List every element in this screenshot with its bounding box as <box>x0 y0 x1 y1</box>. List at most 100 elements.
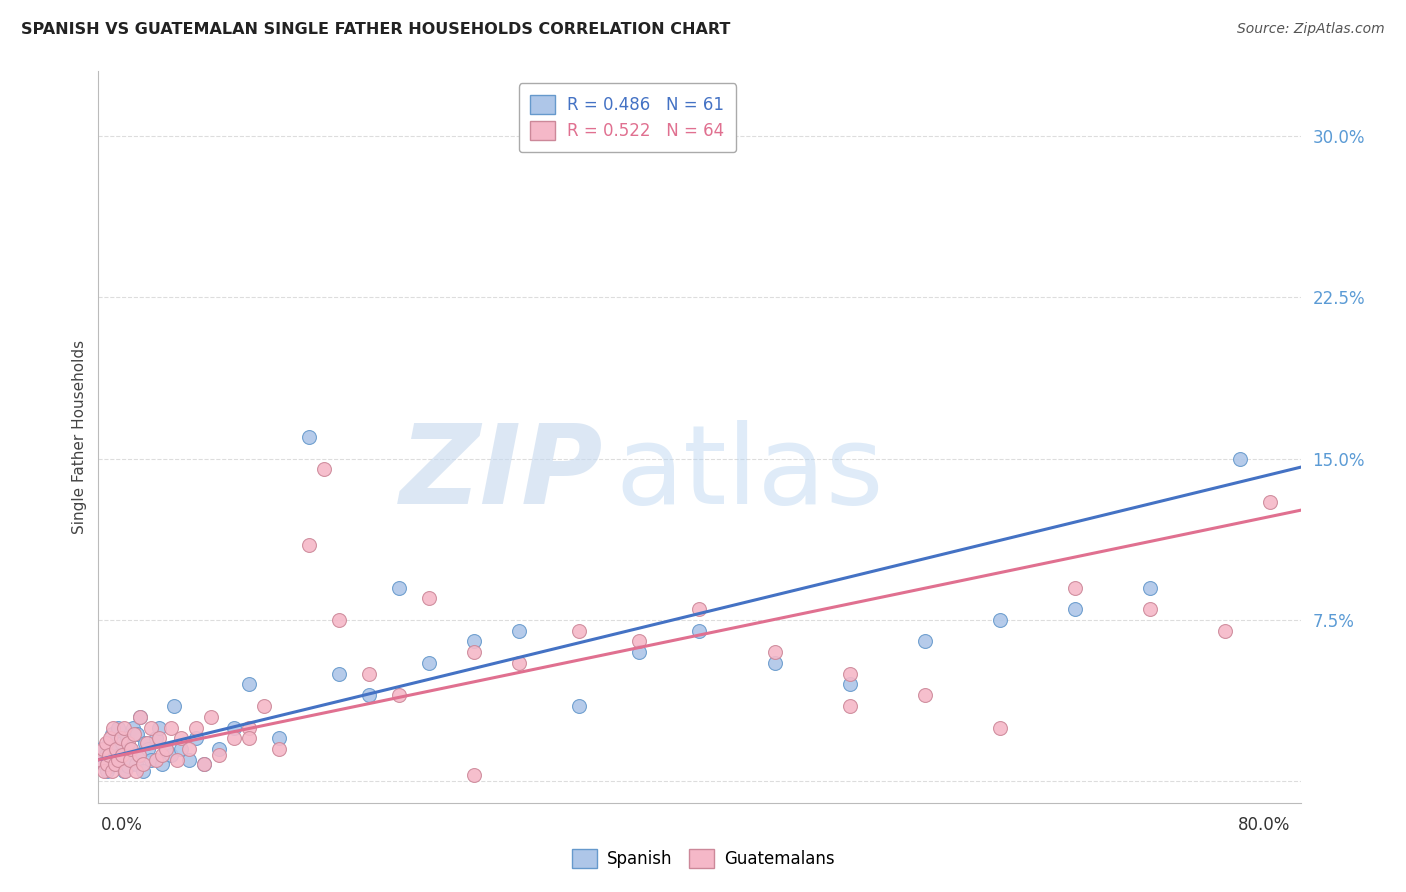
Point <box>103 753 125 767</box>
Point <box>121 742 143 756</box>
Point <box>267 742 290 756</box>
Point <box>1229 451 1251 466</box>
Point <box>170 742 193 756</box>
Point <box>568 624 591 638</box>
Point <box>139 753 162 767</box>
Point <box>100 759 122 773</box>
Point <box>1139 602 1161 616</box>
Point <box>105 742 128 756</box>
Text: Source: ZipAtlas.com: Source: ZipAtlas.com <box>1237 22 1385 37</box>
Point <box>508 656 530 670</box>
Point <box>93 764 115 778</box>
Point <box>125 764 148 778</box>
Point <box>914 688 936 702</box>
Legend: Spanish, Guatemalans: Spanish, Guatemalans <box>565 842 841 875</box>
Point <box>177 753 200 767</box>
Point <box>508 624 530 638</box>
Point <box>763 645 786 659</box>
Point <box>117 735 139 749</box>
Point <box>463 645 485 659</box>
Point <box>110 757 132 772</box>
Point <box>122 721 145 735</box>
Point <box>104 757 127 772</box>
Point <box>110 731 132 746</box>
Point <box>688 602 710 616</box>
Point <box>105 757 128 772</box>
Point <box>328 666 350 681</box>
Point <box>155 742 177 756</box>
Point <box>628 634 651 648</box>
Point <box>101 764 124 778</box>
Point <box>238 731 260 746</box>
Point <box>238 721 260 735</box>
Point <box>97 748 120 763</box>
Point <box>97 735 120 749</box>
Point <box>136 742 159 756</box>
Point <box>177 742 200 756</box>
Point <box>145 753 167 767</box>
Point <box>135 735 157 749</box>
Point <box>148 721 170 735</box>
Point <box>129 710 152 724</box>
Point <box>208 748 231 763</box>
Point <box>222 721 245 735</box>
Point <box>184 721 207 735</box>
Text: 0.0%: 0.0% <box>101 816 143 834</box>
Point <box>155 742 177 756</box>
Point <box>118 742 141 756</box>
Text: atlas: atlas <box>616 420 884 527</box>
Point <box>267 731 290 746</box>
Point <box>193 757 215 772</box>
Point <box>166 753 188 767</box>
Point <box>162 698 184 713</box>
Point <box>628 645 651 659</box>
Point <box>145 731 167 746</box>
Point <box>121 753 143 767</box>
Point <box>838 666 860 681</box>
Point <box>112 721 135 735</box>
Point <box>96 757 118 772</box>
Point <box>463 634 485 648</box>
Point <box>1260 494 1282 508</box>
Point <box>298 538 321 552</box>
Point <box>117 759 139 773</box>
Point <box>159 748 181 763</box>
Y-axis label: Single Father Households: Single Father Households <box>72 340 87 534</box>
Point <box>108 748 131 763</box>
Point <box>159 721 181 735</box>
Point <box>139 721 162 735</box>
Point <box>1064 602 1087 616</box>
Point <box>200 710 222 724</box>
Point <box>96 764 118 778</box>
Point <box>238 677 260 691</box>
Point <box>90 742 112 756</box>
Point <box>115 731 138 746</box>
Point <box>101 727 124 741</box>
Point <box>93 757 115 772</box>
Point <box>107 753 129 767</box>
Point <box>132 757 155 772</box>
Point <box>208 742 231 756</box>
Point <box>107 721 129 735</box>
Point <box>763 656 786 670</box>
Point <box>100 731 122 746</box>
Point <box>91 742 114 756</box>
Point <box>111 748 134 763</box>
Point <box>90 753 112 767</box>
Point <box>298 430 321 444</box>
Legend: R = 0.486   N = 61, R = 0.522   N = 64: R = 0.486 N = 61, R = 0.522 N = 64 <box>519 83 735 152</box>
Point <box>388 688 411 702</box>
Point <box>124 727 146 741</box>
Point <box>104 742 127 756</box>
Point <box>91 753 114 767</box>
Point <box>132 764 155 778</box>
Point <box>1215 624 1237 638</box>
Point <box>114 764 136 778</box>
Point <box>94 748 117 763</box>
Point <box>114 748 136 763</box>
Point <box>688 624 710 638</box>
Point <box>253 698 276 713</box>
Point <box>328 613 350 627</box>
Point <box>125 757 148 772</box>
Point <box>988 613 1011 627</box>
